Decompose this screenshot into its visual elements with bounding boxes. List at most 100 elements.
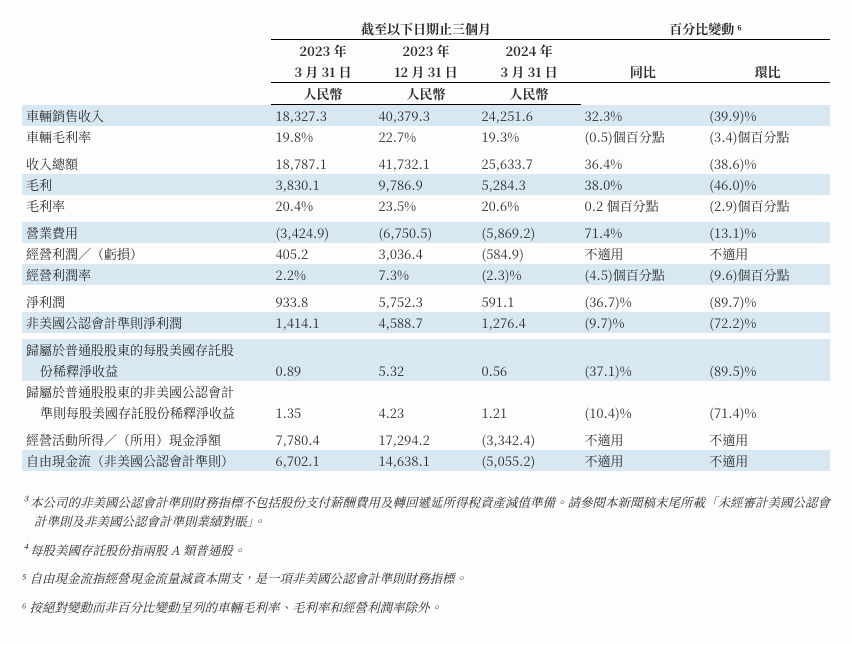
- cell-c2: 5.32: [374, 360, 477, 381]
- cell-qoq: (38.6)%: [705, 153, 830, 174]
- row-label: 準則每股美國存託股份稀釋淨收益: [22, 402, 271, 423]
- cell-qoq: (71.4)%: [705, 402, 830, 423]
- change-group-header: 百分比變動 ⁶: [581, 18, 830, 40]
- cell-qoq: (39.9)%: [705, 105, 830, 127]
- row-label: 車輛毛利率: [22, 126, 271, 147]
- cell-qoq: (89.7)%: [705, 291, 830, 312]
- table-row: 毛利率20.4%23.5%20.6%0.2 個百分點(2.9)個百分點: [22, 195, 830, 216]
- cell-c2: 4.23: [374, 402, 477, 423]
- row-label: 經營活動所得／（所用）現金淨額: [22, 429, 271, 450]
- cell-c1: 19.8%: [271, 126, 374, 147]
- col2-currency: 人民幣: [374, 83, 477, 105]
- cell-c3: 24,251.6: [478, 105, 581, 127]
- cell-c3: (3,342.4): [478, 429, 581, 450]
- cell-c1: 1.35: [271, 402, 374, 423]
- cell-c1: (3,424.9): [271, 222, 374, 243]
- cell-yoy: (0.5)個百分點: [581, 126, 706, 147]
- table-row: 自由現金流（非美國公認會計準則）6,702.114,638.1(5,055.2)…: [22, 450, 830, 471]
- footnote-3: ³ 本公司的非美國公認會計準則財務指標不包括股份支付薪酬費用及轉回遞延所得稅資產…: [22, 493, 830, 531]
- cell-c3: 25,633.7: [478, 153, 581, 174]
- footnotes: ³ 本公司的非美國公認會計準則財務指標不包括股份支付薪酬費用及轉回遞延所得稅資產…: [22, 493, 830, 617]
- row-label: 經營利潤率: [22, 264, 271, 285]
- cell-qoq: 不適用: [705, 243, 830, 264]
- financial-table: 截至以下日期止三個月 百分比變動 ⁶ 2023 年 2023 年 2024 年 …: [22, 18, 830, 471]
- row-label: 份稀釋淨收益: [22, 360, 271, 381]
- row-label: 毛利: [22, 174, 271, 195]
- cell-qoq: (46.0)%: [705, 174, 830, 195]
- cell-c2: 23.5%: [374, 195, 477, 216]
- cell-c1: 6,702.1: [271, 450, 374, 471]
- table-row: 營業費用(3,424.9)(6,750.5)(5,869.2)71.4%(13.…: [22, 222, 830, 243]
- cell-c2: 5,752.3: [374, 291, 477, 312]
- cell-c2: 7.3%: [374, 264, 477, 285]
- cell-c3: 0.56: [478, 360, 581, 381]
- col1-date: 3 月 31 日: [271, 61, 374, 83]
- cell-c3: 20.6%: [478, 195, 581, 216]
- cell-qoq: (72.2)%: [705, 312, 830, 333]
- row-label: 淨利潤: [22, 291, 271, 312]
- cell-yoy: (36.7)%: [581, 291, 706, 312]
- table-row: 收入總額18,787.141,732.125,633.736.4%(38.6)%: [22, 153, 830, 174]
- cell-yoy: 0.2 個百分點: [581, 195, 706, 216]
- cell-yoy: 71.4%: [581, 222, 706, 243]
- col1-year: 2023 年: [271, 40, 374, 62]
- col3-currency: 人民幣: [478, 83, 581, 105]
- row-label: 營業費用: [22, 222, 271, 243]
- row-label: 非美國公認會計準則淨利潤: [22, 312, 271, 333]
- cell-c2: 40,379.3: [374, 105, 477, 127]
- table-row: 車輛毛利率19.8%22.7%19.3%(0.5)個百分點(3.4)個百分點: [22, 126, 830, 147]
- yoy-header: 同比: [581, 40, 706, 83]
- cell-c1: 0.89: [271, 360, 374, 381]
- cell-c1: 2.2%: [271, 264, 374, 285]
- cell-c1: 933.8: [271, 291, 374, 312]
- row-label: 車輛銷售收入: [22, 105, 271, 127]
- footnote-5: ⁵ 自由現金流指經營現金流量減資本開支，是一項非美國公認會計準則財務指標。: [22, 569, 830, 588]
- table-row: 歸屬於普通股股東的非美國公認會計: [22, 381, 830, 402]
- cell-yoy: (9.7)%: [581, 312, 706, 333]
- cell-yoy: 32.3%: [581, 105, 706, 127]
- cell-c2: 3,036.4: [374, 243, 477, 264]
- cell-yoy: 不適用: [581, 243, 706, 264]
- cell-c1: 1,414.1: [271, 312, 374, 333]
- cell-c2: 22.7%: [374, 126, 477, 147]
- table-row: 車輛銷售收入18,327.340,379.324,251.632.3%(39.9…: [22, 105, 830, 127]
- table-row: 經營利潤率2.2%7.3%(2.3)%(4.5)個百分點(9.6)個百分點: [22, 264, 830, 285]
- period-group-header: 截至以下日期止三個月: [271, 18, 580, 40]
- cell-c3: 1.21: [478, 402, 581, 423]
- cell-c1: 18,787.1: [271, 153, 374, 174]
- table-row: 經營利潤／（虧損）405.23,036.4(584.9)不適用不適用: [22, 243, 830, 264]
- table-row: 淨利潤933.85,752.3591.1(36.7)%(89.7)%: [22, 291, 830, 312]
- col2-date: 12 月 31 日: [374, 61, 477, 83]
- cell-yoy: 不適用: [581, 429, 706, 450]
- cell-qoq: (13.1)%: [705, 222, 830, 243]
- cell-c1: 3,830.1: [271, 174, 374, 195]
- col3-year: 2024 年: [478, 40, 581, 62]
- cell-c2: 14,638.1: [374, 450, 477, 471]
- cell-c1: 20.4%: [271, 195, 374, 216]
- col2-year: 2023 年: [374, 40, 477, 62]
- table-row: 經營活動所得／（所用）現金淨額7,780.417,294.2(3,342.4)不…: [22, 429, 830, 450]
- cell-yoy: 36.4%: [581, 153, 706, 174]
- table-row: 非美國公認會計準則淨利潤1,414.14,588.71,276.4(9.7)%(…: [22, 312, 830, 333]
- table-row: 毛利3,830.19,786.95,284.338.0%(46.0)%: [22, 174, 830, 195]
- cell-qoq: (89.5)%: [705, 360, 830, 381]
- row-label: 歸屬於普通股股東的每股美國存託股: [22, 339, 271, 360]
- cell-c3: 591.1: [478, 291, 581, 312]
- cell-c3: (2.3)%: [478, 264, 581, 285]
- row-label: 自由現金流（非美國公認會計準則）: [22, 450, 271, 471]
- cell-qoq: (3.4)個百分點: [705, 126, 830, 147]
- cell-yoy: (10.4)%: [581, 402, 706, 423]
- cell-c2: 41,732.1: [374, 153, 477, 174]
- cell-c2: 9,786.9: [374, 174, 477, 195]
- col3-date: 3 月 31 日: [478, 61, 581, 83]
- cell-c3: (5,055.2): [478, 450, 581, 471]
- cell-yoy: (37.1)%: [581, 360, 706, 381]
- cell-qoq: 不適用: [705, 429, 830, 450]
- footnote-6: ⁶ 按絕對變動而非百分比變動呈列的車輛毛利率、毛利率和經營利潤率除外。: [22, 598, 830, 617]
- cell-c3: 5,284.3: [478, 174, 581, 195]
- cell-qoq: (9.6)個百分點: [705, 264, 830, 285]
- cell-c2: 4,588.7: [374, 312, 477, 333]
- qoq-header: 環比: [705, 40, 830, 83]
- cell-c1: 405.2: [271, 243, 374, 264]
- cell-c3: (584.9): [478, 243, 581, 264]
